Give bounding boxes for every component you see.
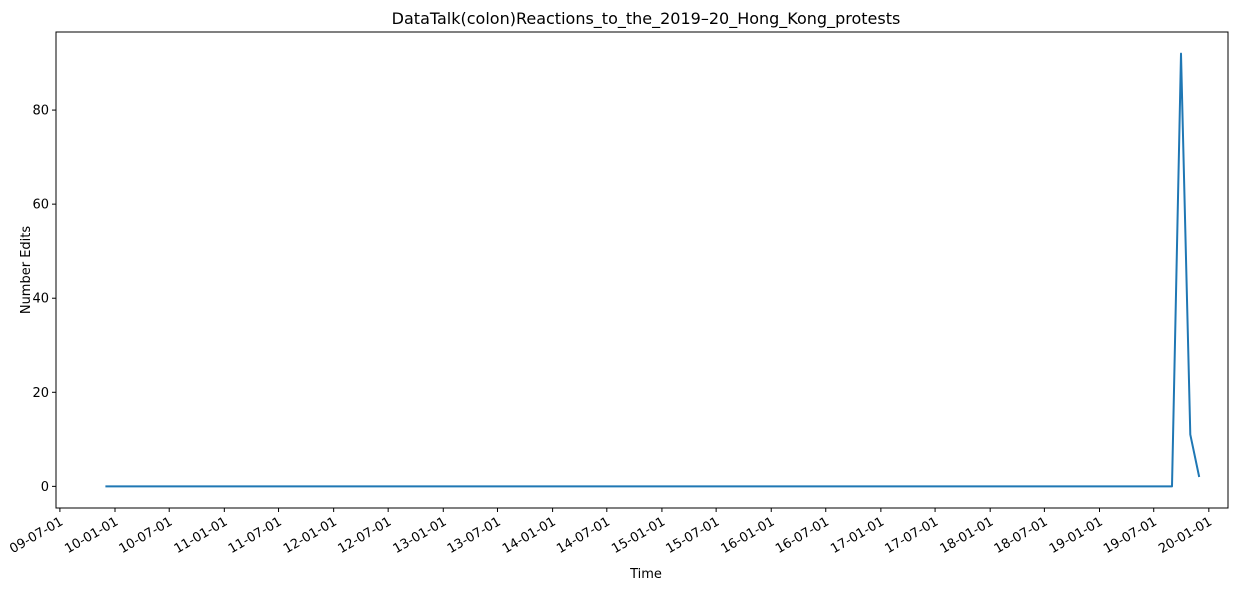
x-tick-label: 19-01-01 xyxy=(1047,514,1106,556)
x-tick-label: 12-01-01 xyxy=(281,514,340,556)
x-tick-label: 11-01-01 xyxy=(172,514,231,556)
y-tick-label: 40 xyxy=(32,292,49,307)
chart-title: DataTalk(colon)Reactions_to_the_2019–20_… xyxy=(392,9,901,29)
plot-frame xyxy=(55,31,1229,509)
y-tick-label: 60 xyxy=(32,198,49,213)
x-tick-label: 17-01-01 xyxy=(828,514,887,556)
x-tick-label: 18-07-01 xyxy=(992,514,1051,556)
x-tick-label: 15-07-01 xyxy=(664,514,723,556)
x-tick-label: 16-01-01 xyxy=(719,514,778,556)
x-tick-label: 19-07-01 xyxy=(1101,514,1160,556)
x-axis-ticks: 09-07-0110-01-0110-07-0111-01-0111-07-01… xyxy=(7,508,1215,557)
y-axis-label: Number Edits xyxy=(19,226,34,315)
x-tick-label: 15-01-01 xyxy=(609,514,668,556)
x-tick-label: 17-07-01 xyxy=(882,514,941,556)
y-axis-ticks: 0 20 40 60 80 xyxy=(32,104,56,495)
x-tick-label: 14-01-01 xyxy=(500,514,559,556)
x-axis-label: Time xyxy=(629,567,662,582)
series-line-0 xyxy=(105,52,1201,488)
x-tick-label: 16-07-01 xyxy=(773,514,832,556)
x-tick-label: 20-01-01 xyxy=(1156,514,1215,556)
x-tick-label: 11-07-01 xyxy=(226,514,285,556)
x-tick-label: 09-07-01 xyxy=(7,514,66,556)
x-tick-label: 12-07-01 xyxy=(336,514,395,556)
x-tick-label: 10-07-01 xyxy=(117,514,176,556)
x-tick-label: 13-01-01 xyxy=(391,514,450,556)
x-tick-label: 14-07-01 xyxy=(554,514,613,556)
y-tick-label: 20 xyxy=(32,386,49,401)
y-tick-label: 80 xyxy=(32,104,49,119)
x-tick-label: 10-01-01 xyxy=(62,514,121,556)
series-layer xyxy=(105,52,1201,488)
x-tick-label: 18-01-01 xyxy=(938,514,997,556)
x-tick-label: 13-07-01 xyxy=(445,514,504,556)
y-tick-label: 0 xyxy=(41,480,49,495)
